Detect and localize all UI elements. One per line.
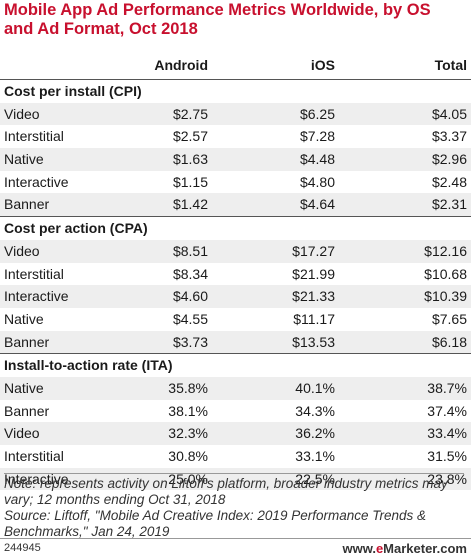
section-header: Cost per action (CPA) — [0, 216, 471, 240]
table-row: Video 32.3% 36.2% 33.4% — [0, 422, 471, 445]
cell-android: $2.75 — [172, 105, 208, 122]
cell-total: $7.65 — [431, 310, 467, 327]
source-text: Source: Liftoff, "Mobile Ad Creative Ind… — [4, 508, 427, 539]
cell-android: $1.63 — [172, 151, 208, 168]
cell-android: 25.0% — [168, 470, 208, 487]
cell-android: $8.51 — [172, 242, 208, 259]
cell-android: $1.42 — [172, 196, 208, 213]
table-row: Interactive $1.15 $4.80 $2.48 — [0, 171, 471, 194]
cell-ios: 33.1% — [295, 448, 335, 464]
cell-total: $4.05 — [431, 105, 467, 122]
row-label: Native — [4, 310, 44, 327]
row-label: Interstitial — [4, 128, 64, 145]
cell-android: 32.3% — [168, 425, 208, 442]
cell-ios: $13.53 — [292, 333, 335, 350]
section-title: Cost per install (CPI) — [4, 83, 142, 99]
cell-ios: $4.48 — [299, 151, 335, 168]
footnote: Note: represents activity on Liftoff's p… — [4, 473, 464, 540]
cell-android: 30.8% — [168, 448, 208, 464]
cell-ios: 36.2% — [295, 425, 335, 442]
brand-rest: Marketer.com — [383, 541, 467, 556]
cell-total: $10.39 — [424, 288, 467, 305]
cell-total: 33.4% — [427, 425, 467, 442]
row-label: Video — [4, 105, 40, 122]
cell-android: 38.1% — [168, 402, 208, 419]
table-row: Video $2.75 $6.25 $4.05 — [0, 102, 471, 126]
cell-android: $1.15 — [172, 173, 208, 190]
cell-ios: 40.1% — [295, 379, 335, 396]
page-title: Mobile App Ad Performance Metrics Worldw… — [4, 1, 431, 38]
row-label: Banner — [4, 196, 50, 213]
cell-ios: $17.27 — [292, 242, 335, 259]
cell-ios: $4.80 — [299, 173, 335, 190]
section-header: Cost per install (CPI) — [0, 79, 471, 103]
brand-prefix: www. — [342, 541, 376, 556]
cell-ios: $4.64 — [299, 196, 335, 213]
cell-ios: $11.17 — [293, 310, 335, 327]
cell-android: $4.60 — [172, 288, 208, 305]
row-label: Interstitial — [4, 265, 64, 282]
cell-android: $8.34 — [172, 265, 208, 282]
row-label: Interactive — [4, 173, 69, 190]
row-label: Banner — [4, 333, 50, 350]
brand-e: e — [375, 541, 384, 556]
row-label: Native — [4, 151, 44, 168]
cell-total: 23.8% — [427, 470, 467, 487]
table-row: Interactive $4.60 $21.33 $10.39 — [0, 285, 471, 308]
cell-ios: 34.3% — [295, 402, 335, 419]
section-header: Install-to-action rate (ITA) — [0, 353, 471, 377]
table-row: Native $4.55 $11.17 $7.65 — [0, 308, 471, 331]
row-label: Interstitial — [4, 448, 64, 464]
cell-total: $3.37 — [431, 128, 467, 145]
cell-total: $2.48 — [431, 173, 467, 190]
table-row: Interstitial 30.8% 33.1% 31.5% — [0, 445, 471, 468]
table-row: Banner $1.42 $4.64 $2.31 — [0, 193, 471, 217]
table-row: Native $1.63 $4.48 $2.96 — [0, 148, 471, 171]
cell-total: 38.7% — [427, 379, 467, 396]
cell-total: $10.68 — [424, 265, 467, 282]
section-title: Cost per action (CPA) — [4, 220, 148, 237]
row-label: Interactive — [4, 470, 69, 487]
cell-ios: $6.25 — [299, 105, 335, 122]
row-label: Video — [4, 425, 40, 442]
cell-android: $3.73 — [172, 333, 208, 350]
cell-ios: 22.5% — [295, 470, 335, 487]
cell-android: $2.57 — [172, 128, 208, 145]
cell-total: 31.5% — [427, 448, 467, 464]
table-row: Video $8.51 $17.27 $12.16 — [0, 239, 471, 263]
row-label: Banner — [4, 402, 50, 419]
column-header-ios: iOS — [310, 57, 335, 73]
cell-android: $4.55 — [172, 310, 208, 327]
brand-logo: www.eMarketer.com — [342, 541, 467, 556]
cell-android: 35.8% — [168, 379, 208, 396]
column-header-android: Android — [154, 57, 208, 73]
cell-total: $12.16 — [424, 242, 467, 259]
row-label: Interactive — [4, 288, 69, 305]
row-label: Native — [4, 379, 44, 396]
table-row: Banner 38.1% 34.3% 37.4% — [0, 400, 471, 423]
note-text: Note: represents activity on Liftoff's p… — [4, 476, 448, 507]
cell-total: $2.96 — [431, 151, 467, 168]
data-table: Cost per install (CPI) Video $2.75 $6.25 $4.… — [0, 79, 471, 491]
column-header-total: Total — [434, 57, 467, 73]
table-row: Interstitial $2.57 $7.28 $3.37 — [0, 125, 471, 148]
cell-ios: $7.28 — [299, 128, 335, 145]
footer: 244945 www.eMarketer.com — [0, 538, 471, 560]
cell-total: 37.4% — [427, 402, 467, 419]
cell-total: $2.31 — [431, 196, 467, 213]
chart-id: 244945 — [4, 542, 41, 554]
section-title: Install-to-action rate (ITA) — [4, 357, 173, 374]
cell-ios: $21.33 — [292, 288, 335, 305]
row-label: Video — [4, 242, 40, 259]
column-header-row: Android iOS Total — [0, 53, 471, 79]
table-row: Native 35.8% 40.1% 38.7% — [0, 376, 471, 400]
table-row: Banner $3.73 $13.53 $6.18 — [0, 330, 471, 354]
table-row: Interstitial $8.34 $21.99 $10.68 — [0, 263, 471, 286]
cell-ios: $21.99 — [292, 265, 335, 282]
cell-total: $6.18 — [431, 333, 467, 350]
